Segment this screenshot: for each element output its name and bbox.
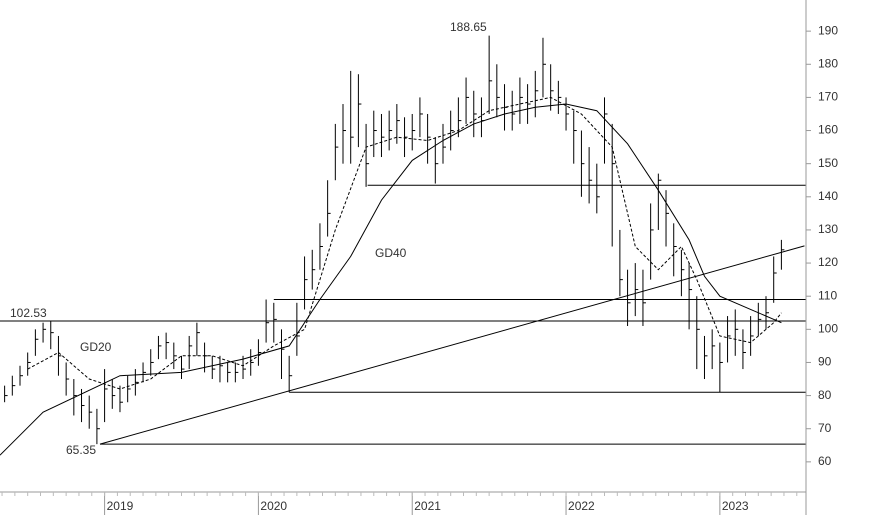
x-tick-label: 2020 bbox=[260, 499, 287, 513]
x-tick-label: 2021 bbox=[414, 499, 441, 513]
y-tick-label: 140 bbox=[818, 189, 838, 203]
plot-area bbox=[0, 35, 806, 456]
y-tick-label: 150 bbox=[818, 156, 838, 170]
series-label: GD40 bbox=[375, 246, 407, 260]
y-tick-label: 190 bbox=[818, 23, 838, 37]
y-tick-label: 70 bbox=[818, 421, 832, 435]
peak-label: 188.65 bbox=[450, 20, 487, 34]
y-tick-label: 130 bbox=[818, 222, 838, 236]
y-tick-label: 110 bbox=[818, 288, 837, 302]
y-tick-label: 80 bbox=[818, 388, 832, 402]
y-tick-label: 60 bbox=[818, 454, 832, 468]
series-label: GD20 bbox=[80, 340, 112, 354]
x-tick-label: 2019 bbox=[107, 499, 134, 513]
y-tick-label: 160 bbox=[818, 123, 838, 137]
y-tick-label: 170 bbox=[818, 90, 838, 104]
y-tick-label: 100 bbox=[818, 321, 838, 335]
y-tick-label: 90 bbox=[818, 355, 832, 369]
y-tick-label: 180 bbox=[818, 56, 838, 70]
level-label: 102.53 bbox=[10, 306, 47, 320]
level-label: 65.35 bbox=[66, 443, 96, 457]
x-tick-label: 2022 bbox=[568, 499, 595, 513]
x-tick-label: 2023 bbox=[722, 499, 749, 513]
y-tick-label: 120 bbox=[818, 255, 838, 269]
trend-line bbox=[99, 245, 805, 445]
